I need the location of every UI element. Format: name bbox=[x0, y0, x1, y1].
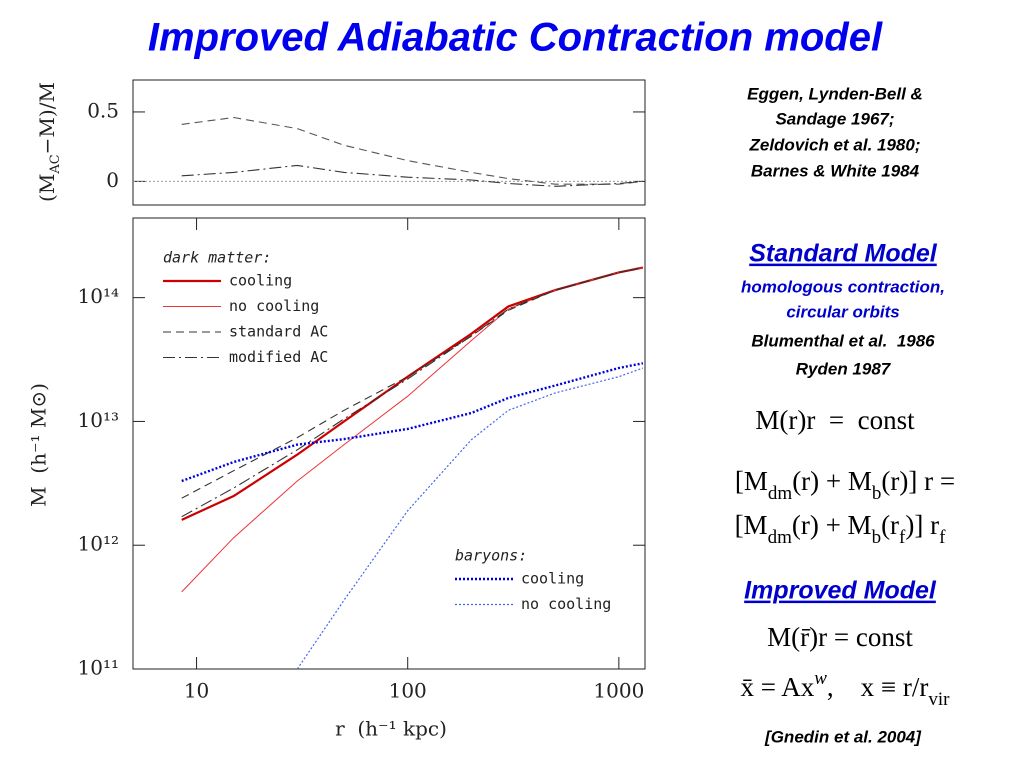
reference: Zeldovich et al. 1980; bbox=[748, 135, 920, 154]
citation: [Gnedin et al. 2004] bbox=[764, 727, 922, 746]
y-axis-label-part: AC bbox=[48, 154, 63, 174]
description: homologous contraction, bbox=[741, 277, 945, 296]
formula-part: M(r̄)r = const bbox=[767, 622, 913, 652]
formula-sub: vir bbox=[928, 689, 950, 710]
legend-title: baryons: bbox=[455, 547, 527, 565]
formula-part: )] r bbox=[905, 510, 939, 540]
y-tick-label: 0 bbox=[106, 168, 119, 192]
y-tick-label: 10¹³ bbox=[78, 408, 119, 432]
legend-label: cooling bbox=[229, 272, 292, 290]
formula-sub: b bbox=[872, 527, 882, 548]
formula: [Mdm(r) + Mb(r)] r = bbox=[735, 466, 955, 504]
y-tick-label: 10¹¹ bbox=[78, 656, 119, 680]
formula-sub: dm bbox=[768, 483, 793, 504]
formula-sup: w bbox=[814, 668, 827, 689]
y-tick-label: 10¹⁴ bbox=[78, 284, 119, 308]
formula-sub: f bbox=[939, 527, 946, 548]
formula-part: (r)] r = bbox=[881, 466, 955, 496]
series-line bbox=[181, 267, 643, 593]
formula-part: (r) + M bbox=[792, 510, 872, 540]
citation: Blumenthal et al. 1986 bbox=[751, 331, 935, 350]
legend-label: no cooling bbox=[229, 297, 319, 315]
x-tick-label: 100 bbox=[389, 679, 427, 703]
legend-title: dark matter: bbox=[163, 249, 271, 267]
formula: M(r)r = const bbox=[755, 405, 915, 435]
citation: Ryden 1987 bbox=[796, 359, 892, 378]
formula-part: M(r)r = const bbox=[755, 405, 915, 435]
reference: Barnes & White 1984 bbox=[751, 161, 920, 180]
formula-part: x̄ = Ax bbox=[740, 672, 814, 702]
legend-label: standard AC bbox=[229, 323, 328, 341]
formula-sub: f bbox=[899, 527, 906, 548]
formula-part: [M bbox=[735, 510, 768, 540]
legend-label: modified AC bbox=[229, 348, 328, 366]
y-axis-label-part: (M bbox=[35, 174, 59, 202]
legend-label: cooling bbox=[521, 570, 584, 588]
top-frame bbox=[132, 79, 646, 206]
formula: M(r̄)r = const bbox=[767, 622, 913, 652]
heading: Standard Model bbox=[749, 240, 938, 268]
bottom-frame bbox=[132, 217, 646, 670]
series-line bbox=[181, 267, 644, 518]
formula-part: (r) + M bbox=[792, 466, 872, 496]
y-axis-label-part: −M)/M bbox=[35, 82, 59, 154]
y-axis-label: (MAC−M)/M bbox=[35, 82, 64, 202]
formula: x̄ = Axw, x ≡ r/rvir bbox=[740, 668, 950, 710]
formula-part: [M bbox=[735, 466, 768, 496]
series-line bbox=[181, 164, 643, 187]
formula-part: , x ≡ r/r bbox=[827, 672, 928, 702]
y-tick-label: 10¹² bbox=[78, 532, 119, 556]
description: circular orbits bbox=[786, 302, 899, 321]
formula-part: (r bbox=[881, 510, 899, 540]
series-line bbox=[296, 367, 644, 669]
legend-label: no cooling bbox=[521, 595, 611, 613]
formula: [Mdm(r) + Mb(rf)] rf bbox=[735, 510, 947, 548]
slide-title: Improved Adiabatic Contraction model bbox=[148, 16, 883, 60]
x-tick-label: 1000 bbox=[593, 679, 644, 703]
series-line bbox=[181, 362, 644, 483]
formula-sub: dm bbox=[768, 527, 793, 548]
y-axis-label: M (h⁻¹ M⊙) bbox=[27, 383, 51, 507]
reference: Eggen, Lynden-Bell & bbox=[747, 84, 923, 103]
reference: Sandage 1967; bbox=[775, 109, 894, 128]
y-tick-label: 0.5 bbox=[87, 98, 119, 122]
formula-sub: b bbox=[872, 483, 882, 504]
x-axis-label: r (h⁻¹ kpc) bbox=[335, 717, 447, 741]
heading: Improved Model bbox=[744, 577, 937, 605]
series-line bbox=[181, 116, 643, 185]
x-tick-label: 10 bbox=[184, 679, 209, 703]
